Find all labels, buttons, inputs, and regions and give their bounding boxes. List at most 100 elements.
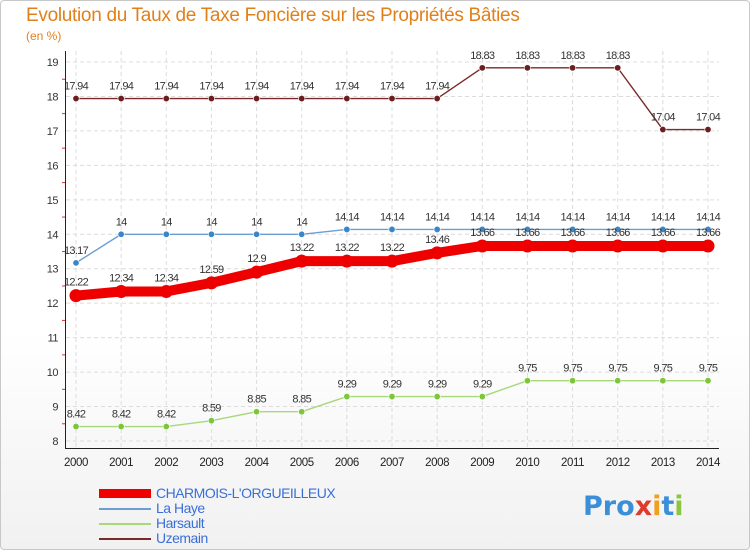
- data-point: [207, 95, 215, 103]
- data-label: 8.42: [157, 409, 176, 421]
- data-label: 14.14: [515, 211, 540, 223]
- proxiti-logo: Proxiti: [583, 491, 684, 522]
- data-label: 18.83: [606, 50, 631, 62]
- data-point: [614, 225, 622, 233]
- data-point: [478, 64, 486, 72]
- x-tick-label: 2014: [696, 457, 721, 469]
- data-point: [475, 239, 489, 253]
- data-label: 9.29: [383, 379, 402, 391]
- data-point: [659, 126, 667, 134]
- data-label: 8.85: [292, 394, 311, 406]
- data-label: 14: [296, 216, 307, 228]
- x-tick-label: 2008: [425, 457, 449, 469]
- data-label: 13.22: [380, 242, 405, 254]
- legend-swatch-harsault: [99, 523, 151, 525]
- data-label: 8.42: [67, 409, 86, 421]
- data-label: 17.94: [199, 81, 224, 93]
- data-point: [340, 254, 354, 268]
- data-point: [566, 239, 580, 253]
- chart-title: Evolution du Taux de Taxe Foncière sur l…: [26, 5, 520, 26]
- data-point: [430, 246, 444, 260]
- data-point: [569, 64, 577, 72]
- data-label: 12.34: [109, 272, 134, 284]
- y-tick-label: 15: [47, 195, 59, 207]
- legend-label-harsault: Harsault: [156, 515, 205, 531]
- data-point: [117, 95, 125, 103]
- data-label: 9.75: [654, 363, 673, 375]
- y-tick-label: 10: [47, 367, 59, 379]
- data-label: 13.46: [425, 234, 450, 246]
- data-point: [614, 64, 622, 72]
- data-label: 17.04: [696, 112, 721, 124]
- data-label: 14: [161, 216, 172, 228]
- x-tick-label: 2010: [515, 457, 539, 469]
- data-point: [207, 230, 215, 238]
- y-tick-label: 9: [52, 402, 58, 414]
- data-label: 17.94: [64, 81, 89, 93]
- y-tick-label: 17: [47, 126, 59, 138]
- data-point: [569, 377, 577, 385]
- y-tick-label: 19: [47, 57, 59, 69]
- x-tick-label: 2004: [245, 457, 270, 469]
- data-label: 14.14: [425, 211, 450, 223]
- data-point: [704, 126, 712, 134]
- data-label: 17.94: [245, 81, 270, 93]
- data-label: 14.14: [380, 211, 405, 223]
- logo-letter: o: [616, 491, 635, 522]
- data-label: 14.14: [696, 211, 721, 223]
- data-label: 17.94: [380, 81, 405, 93]
- data-label: 13.22: [290, 242, 315, 254]
- data-label: 12.22: [64, 277, 89, 289]
- logo-letter: i: [674, 491, 684, 522]
- x-tick-label: 2000: [64, 457, 88, 469]
- data-point: [162, 95, 170, 103]
- data-point: [478, 393, 486, 401]
- data-point: [343, 95, 351, 103]
- data-point: [433, 393, 441, 401]
- data-label: 13.22: [335, 242, 360, 254]
- x-tick-label: 2005: [290, 457, 314, 469]
- data-point: [114, 284, 128, 298]
- y-tick-label: 14: [47, 229, 59, 241]
- data-point: [569, 225, 577, 233]
- data-point: [162, 423, 170, 431]
- data-point: [117, 230, 125, 238]
- data-label: 9.29: [428, 379, 447, 391]
- logo-letter: x: [634, 491, 653, 522]
- data-label: 8.59: [202, 403, 221, 415]
- data-label: 14: [206, 216, 217, 228]
- data-label: 12.59: [199, 264, 224, 276]
- data-point: [207, 417, 215, 425]
- data-point: [204, 276, 218, 290]
- data-label: 14.14: [561, 211, 586, 223]
- y-tick-label: 18: [47, 91, 59, 103]
- data-point: [162, 230, 170, 238]
- data-label: 9.29: [338, 379, 357, 391]
- x-tick-label: 2007: [380, 457, 404, 469]
- data-label: 14.14: [470, 211, 495, 223]
- data-label: 17.94: [290, 81, 315, 93]
- data-label: 13.66: [651, 227, 676, 239]
- data-label: 9.75: [608, 363, 627, 375]
- legend-swatch-charmois: [99, 489, 151, 498]
- data-point: [704, 377, 712, 385]
- x-tick-label: 2002: [154, 457, 178, 469]
- y-tick-label: 11: [48, 333, 59, 345]
- data-point: [523, 64, 531, 72]
- data-label: 13.66: [606, 227, 631, 239]
- data-label: 8.85: [247, 394, 266, 406]
- chart-unit-label: (en %): [26, 29, 62, 43]
- logo-letter: i: [652, 491, 662, 522]
- data-label: 9.29: [473, 379, 492, 391]
- data-point: [478, 225, 486, 233]
- data-label: 13.17: [64, 245, 89, 257]
- data-point: [656, 239, 670, 253]
- data-point: [614, 377, 622, 385]
- logo-letter: P: [583, 491, 603, 522]
- data-point: [343, 225, 351, 233]
- legend-label-uzemain: Uzemain: [156, 530, 208, 546]
- x-tick-label: 2012: [606, 457, 630, 469]
- logo-letter: t: [661, 491, 675, 522]
- x-tick-label: 2011: [561, 457, 584, 469]
